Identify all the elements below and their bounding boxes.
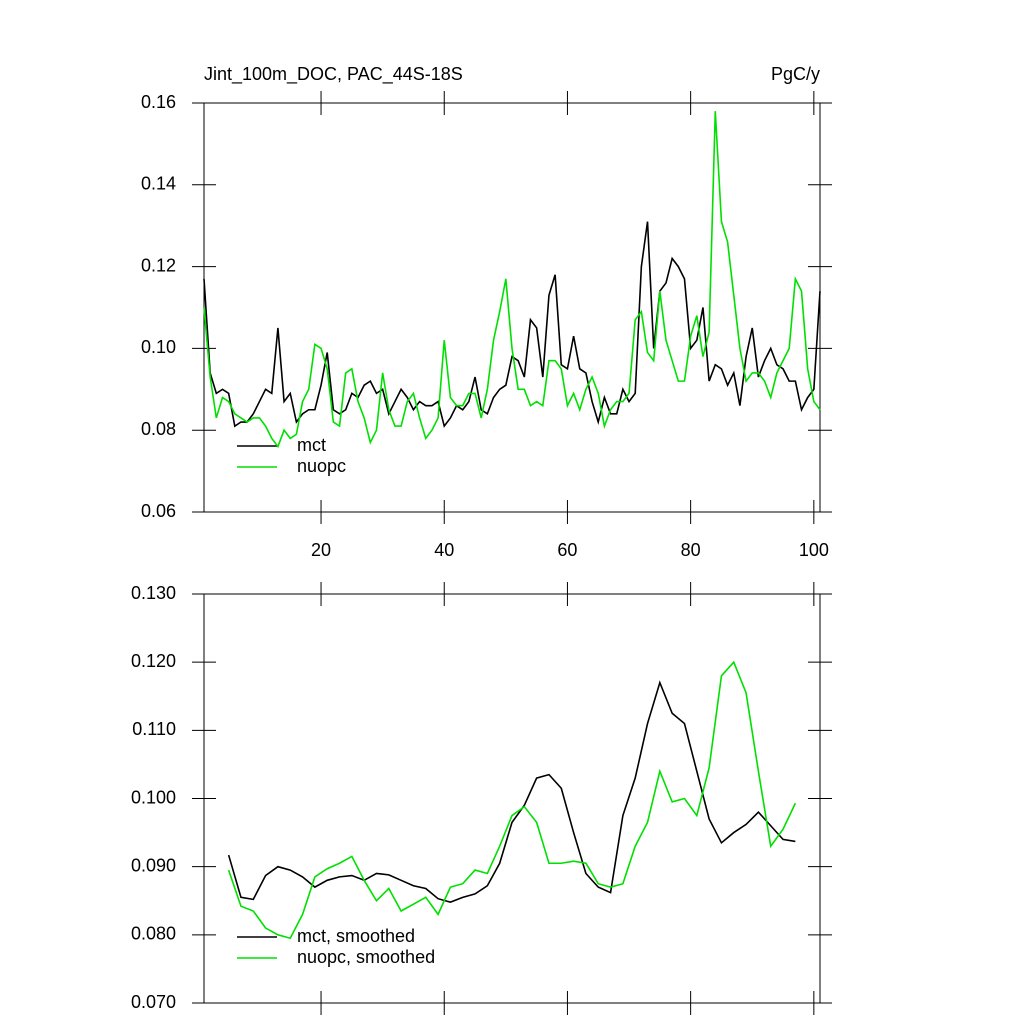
series-line xyxy=(203,221,821,428)
series-line xyxy=(203,111,821,449)
legend-label: nuopc xyxy=(297,456,346,476)
y-tick-label: 0.070 xyxy=(131,992,176,1012)
y-tick-label: 0.130 xyxy=(131,583,176,603)
chart-title: Jint_100m_DOC, PAC_44S-18S xyxy=(204,64,463,85)
y-tick-label: 0.08 xyxy=(141,419,176,439)
y-tick-label: 0.14 xyxy=(141,174,176,194)
legend-label: mct xyxy=(297,435,326,455)
units-label: PgC/y xyxy=(771,64,820,84)
legend-label: nuopc, smoothed xyxy=(297,947,435,967)
x-tick-label: 100 xyxy=(799,540,829,560)
y-tick-label: 0.16 xyxy=(141,92,176,112)
y-tick-label: 0.12 xyxy=(141,255,176,275)
y-tick-label: 0.120 xyxy=(131,651,176,671)
y-tick-label: 0.110 xyxy=(132,719,176,739)
x-tick-label: 60 xyxy=(557,540,577,560)
y-tick-label: 0.06 xyxy=(141,501,176,521)
series-line xyxy=(227,660,797,940)
x-tick-label: 20 xyxy=(311,540,331,560)
y-tick-label: 0.100 xyxy=(131,787,176,807)
y-tick-label: 0.090 xyxy=(131,855,176,875)
x-tick-label: 40 xyxy=(434,540,454,560)
y-tick-label: 0.080 xyxy=(131,924,176,944)
legend-label: mct, smoothed xyxy=(297,926,415,946)
y-tick-label: 0.10 xyxy=(141,337,176,357)
x-tick-label: 80 xyxy=(681,540,701,560)
series-line xyxy=(227,680,796,903)
plot-frame xyxy=(203,593,821,1004)
